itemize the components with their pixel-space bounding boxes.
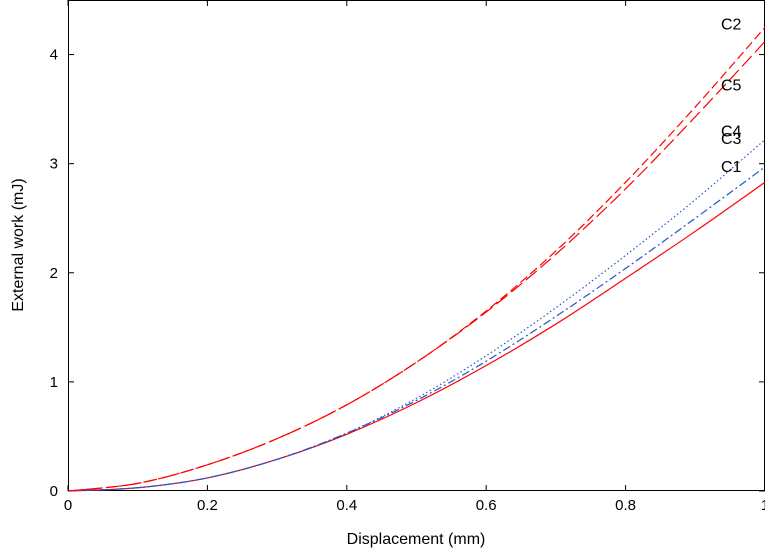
series-line-c3: [67, 166, 765, 492]
y-tick-labels: 0 1 2 3 4: [50, 47, 58, 500]
x-tick-label: 0: [64, 497, 72, 514]
y-tick-label: 0: [50, 483, 58, 500]
plot-area: [67, 0, 765, 492]
series-line-c2: [67, 26, 765, 492]
series-line-c1: [67, 181, 765, 492]
curve-label-c1: C1: [721, 159, 742, 176]
x-tick-label: 1: [761, 497, 765, 514]
x-tick-label: 0.2: [197, 497, 218, 514]
y-tick-label: 3: [50, 156, 58, 173]
y-tick-label: 1: [50, 374, 58, 391]
curve-label-c4: C4: [721, 124, 742, 141]
plot-frame: [68, 0, 765, 491]
curve-label-c3: C3: [721, 131, 742, 148]
curve-label-c5: C5: [721, 77, 742, 94]
series-line-c4: [67, 139, 765, 492]
y-tick-label: 4: [50, 47, 58, 64]
curve-label-c2: C2: [721, 16, 742, 33]
axis-ticks: [67, 0, 765, 492]
x-tick-labels: 0 0.2 0.4 0.6 0.8 1: [64, 497, 765, 514]
x-axis-label: Displacement (mm): [347, 531, 486, 548]
x-tick-label: 0.4: [336, 497, 357, 514]
y-axis-label: External work (mJ): [10, 178, 27, 311]
x-tick-label: 0.6: [476, 497, 497, 514]
y-tick-label: 2: [50, 265, 58, 282]
x-tick-label: 0.8: [615, 497, 636, 514]
series-line-c5: [67, 41, 765, 492]
series-layer: [67, 26, 765, 492]
